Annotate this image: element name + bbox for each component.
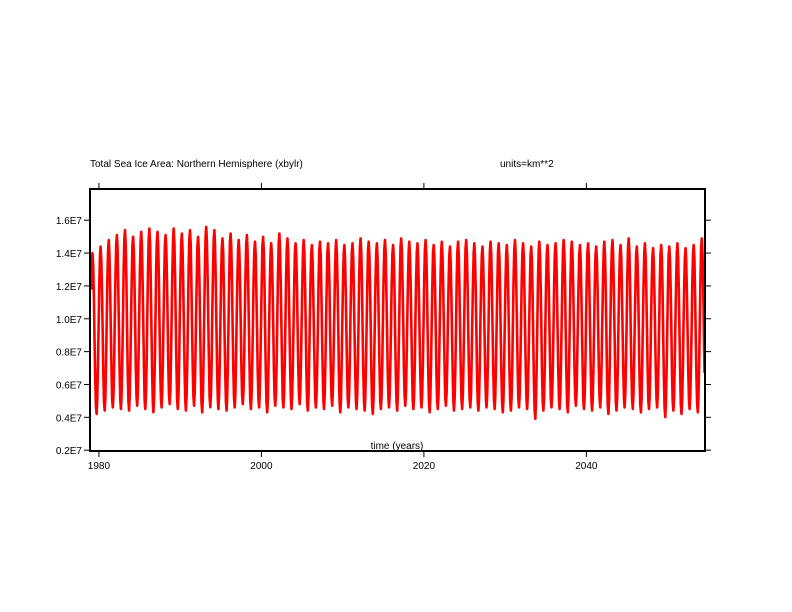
y-tick-label: 0.2E7 [56,446,83,457]
x-tick-label: 1980 [88,461,111,472]
x-tick-label: 2000 [250,461,273,472]
y-tick-label: 1.4E7 [56,249,83,260]
y-tick-label: 0.4E7 [56,413,83,424]
y-tick-label: 1.0E7 [56,315,83,326]
x-tick-label: 2020 [413,461,436,472]
units-label: units=km**2 [500,159,554,170]
y-tick-label: 1.6E7 [56,216,83,227]
series-layer [89,225,706,421]
x-axis-label: time (years) [371,441,424,452]
x-tick-label: 2040 [575,461,598,472]
plot-frame [89,188,706,452]
y-tick-label: 0.6E7 [56,380,83,391]
y-tick-label: 0.8E7 [56,348,83,359]
y-tick-label: 1.2E7 [56,282,83,293]
series-line-0 [89,225,706,421]
chart-title: Total Sea Ice Area: Northern Hemisphere … [90,159,303,170]
